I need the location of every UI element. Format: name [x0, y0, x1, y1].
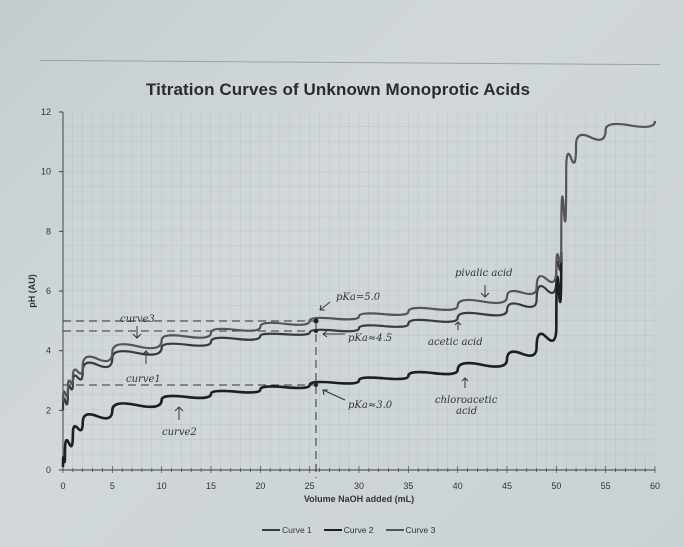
legend-swatch-curve-3: [385, 529, 404, 531]
svg-text:60: 60: [650, 481, 660, 491]
svg-text:5: 5: [110, 481, 115, 491]
legend-item-curve-1: Curve 1: [262, 525, 312, 535]
y-axis-ticks: 0 2 4 6 8 10 12: [41, 107, 63, 475]
svg-text:0: 0: [60, 481, 65, 491]
svg-text:45: 45: [502, 481, 512, 491]
annotation-chloroacetic-acid-2: acid: [456, 406, 477, 417]
legend-swatch-curve-1: [262, 529, 280, 531]
svg-text:4: 4: [46, 346, 51, 356]
svg-text:2: 2: [46, 405, 51, 415]
annotation-pivalic-acid: pivalic acid: [455, 268, 513, 279]
svg-text:35: 35: [403, 481, 413, 491]
y-axis-label: pH (AU): [27, 274, 37, 308]
annotation-curve3: curve3: [120, 314, 155, 325]
svg-text:25: 25: [305, 481, 315, 491]
legend-label-curve-1: Curve 1: [282, 525, 312, 535]
reference-lines: [63, 320, 317, 478]
curve-2: [61, 252, 563, 468]
series-curves: [61, 120, 657, 468]
curve-3: [61, 120, 657, 402]
pka-points: [313, 318, 319, 387]
svg-text:10: 10: [157, 481, 167, 491]
svg-text:8: 8: [46, 226, 51, 236]
svg-text:30: 30: [354, 481, 364, 491]
legend-item-curve-3: Curve 3: [385, 525, 436, 535]
annotation-chloroacetic-acid: chloroacetic: [435, 395, 498, 406]
legend: Curve 1 Curve 2 Curve 3: [262, 525, 435, 535]
annotation-curve1: curve1: [126, 374, 161, 385]
annotation-pka-3: pKa≈3.0: [348, 400, 393, 411]
svg-text:20: 20: [255, 481, 265, 491]
annotation-curve2: curve2: [162, 427, 197, 438]
svg-text:12: 12: [41, 107, 51, 117]
svg-text:10: 10: [41, 167, 51, 177]
svg-text:55: 55: [601, 481, 611, 491]
chart-title: Titration Curves of Unknown Monoprotic A…: [146, 80, 531, 99]
svg-text:0: 0: [46, 465, 51, 475]
annotation-pka-4-5: pKa≈4.5: [348, 333, 392, 344]
legend-label-curve-2: Curve 2: [343, 525, 374, 535]
svg-text:50: 50: [551, 481, 561, 491]
annotation-acetic-acid: acetic acid: [428, 337, 483, 348]
x-axis-ticks: 0 5 10 15 20 25 30 35 40 45 50 55 60: [60, 466, 660, 491]
annotation-pka-5: pKa=5.0: [336, 292, 381, 303]
legend-item-curve-2: Curve 2: [323, 525, 374, 535]
svg-text:6: 6: [46, 286, 51, 296]
legend-swatch-curve-2: [323, 528, 342, 532]
legend-label-curve-3: Curve 3: [405, 525, 436, 535]
svg-text:15: 15: [206, 481, 216, 491]
curve-1: [61, 252, 563, 411]
svg-text:40: 40: [453, 481, 463, 491]
x-axis-label: Volume NaOH added (mL): [304, 494, 414, 504]
handwritten-annotations: [132, 285, 490, 420]
